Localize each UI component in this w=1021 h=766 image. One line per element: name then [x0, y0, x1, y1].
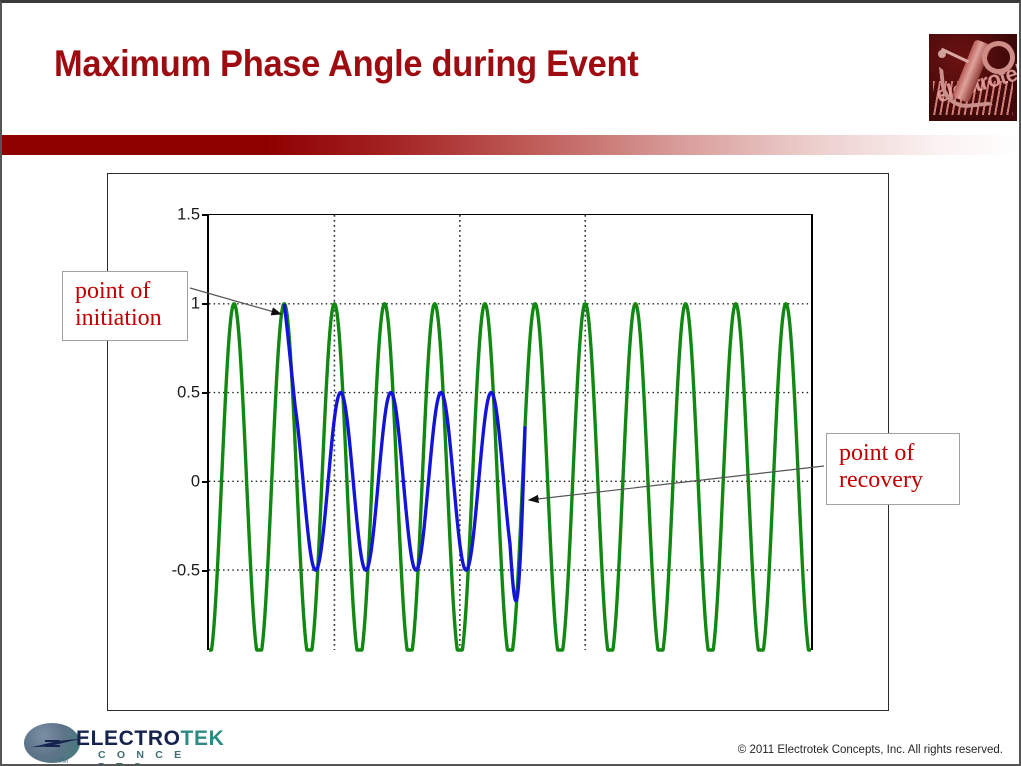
- logo-wordmark-primary: ELECTRO: [76, 727, 181, 750]
- page-title: Maximum Phase Angle during Event: [54, 43, 639, 84]
- header-logo-image: electrotek: [929, 34, 1017, 121]
- logo-subtitle: C O N C E P T S: [98, 749, 186, 764]
- logo-trademark-mark: TM: [58, 758, 69, 765]
- y-axis-tick-mark: [202, 569, 209, 572]
- y-axis-tick-label: 1.5: [177, 205, 200, 224]
- green-waveform-line: [207, 302, 813, 652]
- blue-waveform-line: [282, 303, 527, 603]
- title-divider-bar: [2, 135, 1019, 155]
- y-axis-tick-mark: [202, 391, 209, 394]
- electrotek-concepts-logo: ELECTROTEK C O N C E P T S TM: [22, 721, 224, 765]
- lightning-swoosh-icon: [29, 739, 83, 748]
- copyright-notice: © 2011 Electrotek Concepts, Inc. All rig…: [737, 744, 1003, 756]
- waveform-plot: [207, 215, 813, 652]
- y-axis-tick-label: 0.5: [177, 383, 200, 402]
- y-axis-tick-mark: [202, 302, 209, 305]
- y-axis-tick-label: -0.5: [171, 561, 200, 580]
- y-axis-tick-mark: [202, 214, 209, 216]
- callout-point-of-initiation: point of initiation: [62, 271, 188, 341]
- logo-wordmark: ELECTROTEK: [76, 727, 224, 751]
- y-axis-tick-mark: [202, 480, 209, 483]
- callout-point-of-recovery: point of recovery: [826, 433, 960, 505]
- probe-tip-icon: [938, 50, 946, 58]
- chart-frame: 1.5 1 0.5 0 -0.5: [107, 173, 889, 711]
- y-axis-tick-label: 0: [190, 472, 200, 491]
- vertical-gridlines: [333, 215, 587, 650]
- plot-area: 1.5 1 0.5 0 -0.5: [172, 206, 813, 652]
- logo-wordmark-accent: TEK: [180, 727, 225, 750]
- y-axis-tick-label: 1: [190, 294, 200, 313]
